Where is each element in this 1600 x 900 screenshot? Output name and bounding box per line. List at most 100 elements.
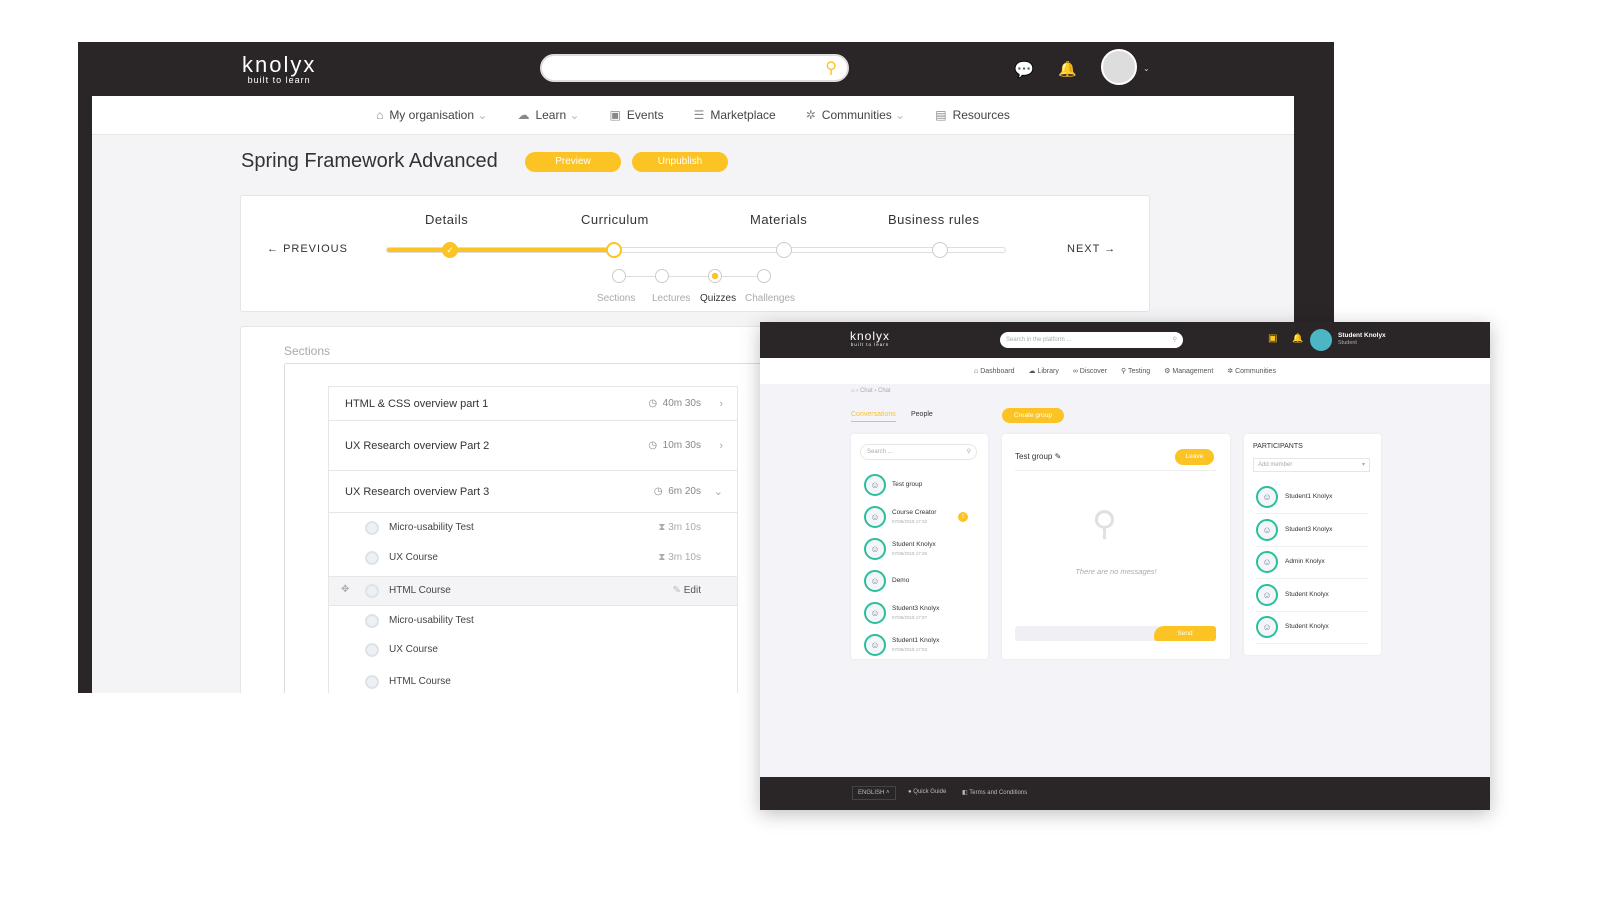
conversation-item[interactable]: ☺ Course Creator 07/06/2018 17:32 1 xyxy=(864,506,976,534)
avatar[interactable] xyxy=(1101,49,1137,85)
progress-track xyxy=(386,247,1006,253)
user-name[interactable]: Student Knolyx xyxy=(1338,332,1386,339)
avatar-icon: ☺ xyxy=(1256,616,1278,638)
participant-item[interactable]: ☺ Student Knolyx xyxy=(1256,583,1368,612)
lecture-row[interactable]: Micro-usability Test xyxy=(329,607,737,637)
bell-icon[interactable]: 🔔 xyxy=(1292,333,1304,343)
network-icon: ✲ xyxy=(805,108,816,122)
step-business-rules[interactable]: Business rules xyxy=(888,212,980,227)
lecture-row[interactable]: Micro-usability Test ⧗ 3m 10s xyxy=(329,514,737,544)
message-input[interactable] xyxy=(1015,626,1160,641)
step-materials[interactable]: Materials xyxy=(750,212,808,227)
chevron-down-icon[interactable]: ⌄ xyxy=(1143,64,1150,73)
conversation-item[interactable]: ☺ Demo xyxy=(864,570,976,598)
chevron-down-icon[interactable]: ⌄ xyxy=(713,486,723,498)
conversation-item[interactable]: ☺ Student Knolyx 07/06/2018 17:29 xyxy=(864,538,976,566)
home-icon[interactable]: ⌂ xyxy=(851,388,855,394)
section-row[interactable]: UX Research overview Part 2 ◷ 10m 30s › xyxy=(329,421,737,471)
chat-icon[interactable]: 💬 xyxy=(1014,62,1034,79)
chat-window: knolyx built to learn Search in the platf… xyxy=(760,322,1490,810)
substep-dot[interactable] xyxy=(757,269,771,283)
participant-item[interactable]: ☺ Student Knolyx xyxy=(1256,616,1368,644)
substep-sections[interactable]: Sections xyxy=(597,293,636,304)
search-icon: ⚲ xyxy=(1172,337,1177,343)
chevron-right-icon[interactable]: › xyxy=(719,440,723,452)
testing-icon: ⚲ xyxy=(1121,368,1127,375)
nav-discover[interactable]: ∞ Discover xyxy=(1072,367,1108,375)
send-button[interactable]: Send xyxy=(1154,626,1216,641)
lecture-row[interactable]: HTML Course xyxy=(329,668,737,693)
nav-library[interactable]: ☁ Library xyxy=(1028,368,1059,375)
nav-testing[interactable]: ⚲ Testing xyxy=(1121,368,1151,375)
substep-challenges[interactable]: Challenges xyxy=(745,293,796,304)
nav-my-organisation[interactable]: ⌂ My organisation ⌄ xyxy=(376,108,488,122)
create-group-button[interactable]: Create group xyxy=(1002,408,1064,423)
next-button[interactable]: NEXT → xyxy=(1067,243,1117,255)
step-details[interactable]: Details xyxy=(425,212,469,227)
footer: ENGLISH ˄ ● Quick Guide ◧ Terms and Cond… xyxy=(760,777,1490,810)
unpublish-button[interactable]: Unpublish xyxy=(632,152,728,172)
step-dot[interactable] xyxy=(932,242,948,258)
add-member-select[interactable]: Add member ▾ xyxy=(1253,458,1370,472)
chat-nav: ⌂ Dashboard ☁ Library ∞ Discover ⚲ Testi… xyxy=(760,358,1490,384)
section-row-expanded[interactable]: UX Research overview Part 3 ◷ 6m 20s ⌄ xyxy=(329,471,737,513)
lecture-row-hover[interactable]: ✥ HTML Course ✎ Edit xyxy=(329,576,737,606)
lecture-row[interactable]: UX Course xyxy=(329,636,737,666)
breadcrumb: ⌂ › Chat › Chat xyxy=(851,388,891,394)
participant-item[interactable]: ☺ Student1 Knolyx xyxy=(1256,486,1368,514)
tab-conversations[interactable]: Conversations xyxy=(851,411,896,422)
search-input[interactable]: ⚲ xyxy=(540,54,849,82)
nav-communities[interactable]: ✲ Communities ⌄ xyxy=(805,108,906,122)
step-dot[interactable] xyxy=(776,242,792,258)
step-current-dot[interactable] xyxy=(606,242,622,258)
substep-dot[interactable] xyxy=(612,269,626,283)
bell-icon[interactable]: 🔔 xyxy=(1058,61,1077,78)
stepper-card: Details Curriculum Materials Business ru… xyxy=(240,195,1150,312)
substep-lectures[interactable]: Lectures xyxy=(652,293,691,304)
edit-icon[interactable]: ✎ xyxy=(1054,452,1062,461)
nav-events[interactable]: ▣ Events xyxy=(609,108,664,122)
platform-search-input[interactable]: Search in the platform ... ⚲ xyxy=(1000,332,1183,348)
substep-current-dot[interactable] xyxy=(708,269,722,283)
preview-button[interactable]: Preview xyxy=(525,152,621,172)
step-done-check-icon[interactable]: ✓ xyxy=(442,242,458,258)
nav-marketplace[interactable]: ☰ Marketplace xyxy=(693,108,776,122)
nav-dashboard[interactable]: ⌂ Dashboard xyxy=(974,367,1015,375)
conversation-item[interactable]: ☺ Student3 Knolyx 07/06/2018 17:07 xyxy=(864,602,976,630)
edit-button[interactable]: ✎ Edit xyxy=(672,585,701,596)
participant-item[interactable]: ☺ Admin Knolyx xyxy=(1256,551,1368,579)
nav-management[interactable]: ⚙ Management xyxy=(1164,368,1214,375)
terms-link[interactable]: ◧ Terms and Conditions xyxy=(962,790,1028,796)
lecture-icon xyxy=(365,614,379,628)
hourglass-icon: ⧗ xyxy=(658,552,666,563)
quick-guide-link[interactable]: ● Quick Guide xyxy=(908,789,947,795)
previous-button[interactable]: ← PREVIOUS xyxy=(267,243,348,255)
search-icon[interactable]: ⚲ xyxy=(825,60,837,77)
gear-icon: ⚙ xyxy=(1164,368,1171,375)
section-row[interactable]: HTML & CSS overview part 1 ◷ 40m 30s › xyxy=(329,387,737,421)
clock-icon: ◷ xyxy=(653,486,663,497)
chevron-right-icon[interactable]: › xyxy=(719,398,723,410)
nav-resources[interactable]: ▤ Resources xyxy=(935,108,1010,122)
conversation-search-input[interactable]: Search ... ⚲ xyxy=(860,444,977,460)
drag-handle-icon[interactable]: ✥ xyxy=(341,584,350,595)
logo[interactable]: knolyx built to learn xyxy=(242,52,317,85)
participant-item[interactable]: ☺ Student3 Knolyx xyxy=(1256,518,1368,547)
nav-communities[interactable]: ✲ Communities xyxy=(1227,368,1276,375)
nav-learn[interactable]: ☁ Learn ⌄ xyxy=(517,108,580,122)
lecture-row[interactable]: UX Course ⧗ 3m 10s xyxy=(329,544,737,574)
chat-icon[interactable]: ▣ xyxy=(1268,333,1278,344)
substep-dot[interactable] xyxy=(655,269,669,283)
leave-button[interactable]: Leave xyxy=(1175,449,1214,465)
conversation-item[interactable]: ☺ Student1 Knolyx 07/06/2018 17:03 xyxy=(864,634,976,662)
logo[interactable]: knolyx built to learn xyxy=(850,329,891,347)
avatar[interactable] xyxy=(1310,329,1332,351)
home-icon: ⌂ xyxy=(376,108,384,122)
chevron-down-icon: ▾ xyxy=(1361,462,1365,468)
substep-quizzes[interactable]: Quizzes xyxy=(700,293,737,304)
avatar-icon: ☺ xyxy=(1256,583,1278,606)
language-select[interactable]: ENGLISH ˄ xyxy=(852,786,896,800)
conversation-item[interactable]: ☺ Test group xyxy=(864,474,976,502)
step-curriculum[interactable]: Curriculum xyxy=(581,212,649,227)
tab-people[interactable]: People xyxy=(911,411,933,418)
